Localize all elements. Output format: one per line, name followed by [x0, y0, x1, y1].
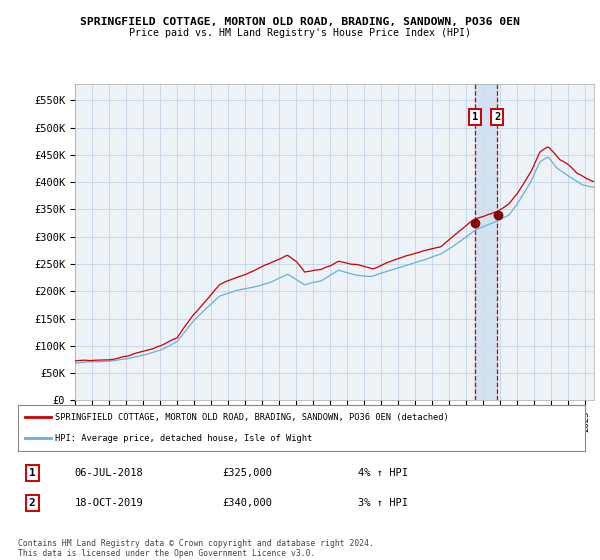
Text: SPRINGFIELD COTTAGE, MORTON OLD ROAD, BRADING, SANDOWN, PO36 0EN (detached): SPRINGFIELD COTTAGE, MORTON OLD ROAD, BR…	[55, 413, 449, 422]
Text: £325,000: £325,000	[222, 468, 272, 478]
Text: 3% ↑ HPI: 3% ↑ HPI	[358, 498, 408, 508]
Text: SPRINGFIELD COTTAGE, MORTON OLD ROAD, BRADING, SANDOWN, PO36 0EN: SPRINGFIELD COTTAGE, MORTON OLD ROAD, BR…	[80, 17, 520, 27]
Text: 18-OCT-2019: 18-OCT-2019	[75, 498, 143, 508]
Text: 4% ↑ HPI: 4% ↑ HPI	[358, 468, 408, 478]
Text: 06-JUL-2018: 06-JUL-2018	[75, 468, 143, 478]
Text: 1: 1	[29, 468, 35, 478]
Text: Price paid vs. HM Land Registry's House Price Index (HPI): Price paid vs. HM Land Registry's House …	[129, 28, 471, 38]
Text: 2: 2	[494, 112, 500, 122]
Text: £340,000: £340,000	[222, 498, 272, 508]
Text: HPI: Average price, detached house, Isle of Wight: HPI: Average price, detached house, Isle…	[55, 434, 312, 443]
Text: 2: 2	[29, 498, 35, 508]
Text: 1: 1	[472, 112, 478, 122]
Bar	[475, 84, 497, 400]
Text: Contains HM Land Registry data © Crown copyright and database right 2024.
This d: Contains HM Land Registry data © Crown c…	[18, 539, 374, 558]
